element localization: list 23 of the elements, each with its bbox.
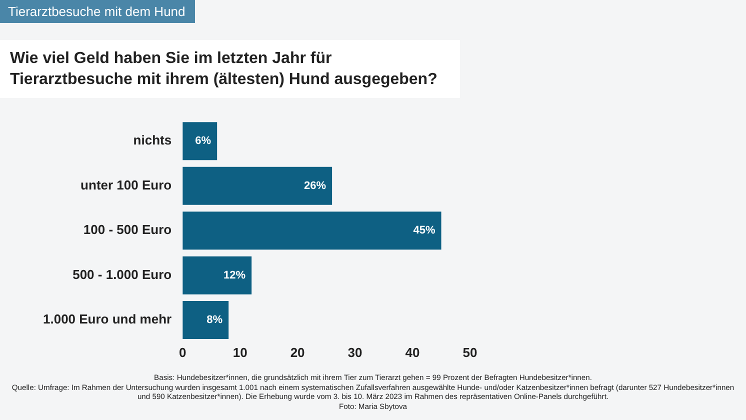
bar — [182, 122, 218, 160]
y-tick-label: 1.000 Euro und mehr — [42, 312, 172, 327]
data-label: 8% — [206, 314, 223, 326]
x-tick-label: 20 — [290, 344, 305, 360]
x-tick-label: 10 — [232, 344, 248, 360]
data-label: 45% — [413, 224, 436, 237]
data-label: 12% — [224, 269, 246, 282]
y-tick-label: 100 - 500 Euro — [83, 222, 172, 238]
x-tick-label: 0 — [178, 344, 186, 360]
y-tick-label: unter 100 Euro — [80, 177, 172, 192]
x-tick-label: 30 — [348, 344, 362, 360]
bar — [182, 212, 442, 250]
data-label: 26% — [304, 180, 326, 192]
y-tick-label: 500 - 1.000 Euro — [72, 266, 172, 282]
x-tick-label: 50 — [462, 344, 478, 360]
y-tick-label: nichts — [133, 132, 172, 148]
chart-title: Wie viel Geld haben Sie im letzten Jahr für Tierarztbesuche mit ihrem (ältesten) Hund ausgegeben? — [0, 40, 460, 98]
bar — [182, 256, 252, 294]
chart-subtitle: Tierarztbesuche mit dem Hund — [0, 0, 196, 23]
x-tick-label: 40 — [405, 344, 420, 360]
bar — [182, 166, 332, 205]
data-label: 6% — [195, 135, 212, 148]
bar — [182, 301, 229, 340]
